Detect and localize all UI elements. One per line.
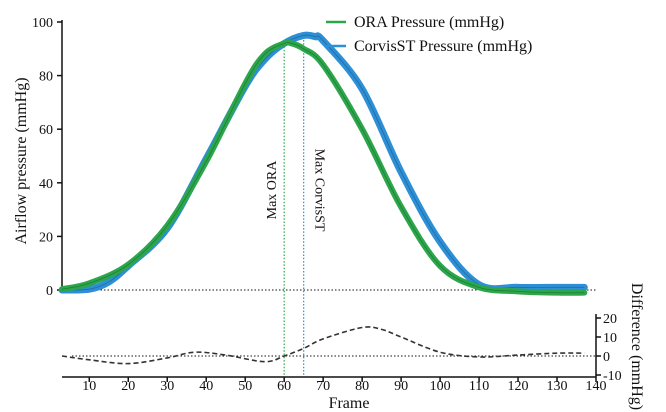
main-y-tick-label: 80 (39, 70, 53, 85)
main-plot: 0 20 40 60 80 100 Airflow pressure (mmHg) Max O… (13, 16, 596, 375)
diff-y-tick-label: 0 (603, 350, 610, 365)
max-marker-label: Max CorvisST (312, 149, 327, 232)
difference-plot: 10 20 30 40 50 60 70 80 90 100 110 120 130 140Frame-1… (61, 283, 645, 412)
main-y-tick-label: 20 (39, 230, 53, 245)
x-tick-label: 20 (121, 379, 135, 394)
x-tick-label: 40 (199, 379, 213, 394)
diff-y-tick-label: 20 (603, 312, 617, 327)
x-axis-title: Frame (329, 395, 370, 412)
x-tick-label: 120 (508, 379, 529, 394)
x-tick-label: 70 (316, 379, 330, 394)
x-tick-label: 90 (394, 379, 408, 394)
diff-y-tick-label: 10 (603, 331, 617, 346)
main-y-tick-label: 60 (39, 123, 53, 138)
x-tick-label: 50 (238, 379, 252, 394)
ora-series-core (61, 42, 585, 294)
x-tick-label: 130 (547, 379, 568, 394)
legend-label-ora: ORA Pressure (mmHg) (354, 14, 504, 31)
diff-y-axis-title: Difference (mmHg) (628, 283, 645, 410)
x-tick-label: 30 (160, 379, 174, 394)
x-tick-label: 100 (430, 379, 451, 394)
ora-series-line (59, 39, 588, 296)
main-y-axis-title: Airflow pressure (mmHg) (13, 77, 30, 244)
x-tick-label: 110 (469, 379, 489, 394)
legend-label-corvis: CorvisST Pressure (mmHg) (354, 38, 532, 55)
max-marker-label: Max ORA (265, 160, 280, 220)
diff-y-tick-label: -10 (603, 369, 622, 384)
difference-series-line (61, 326, 585, 365)
main-y-tick-label: 100 (32, 16, 53, 31)
x-tick-label: 80 (355, 379, 369, 394)
main-y-tick-label: 0 (46, 284, 53, 299)
legend: ORA Pressure (mmHg) CorvisST Pressure (mm… (326, 14, 532, 55)
x-tick-label: 140 (586, 379, 607, 394)
x-tick-label: 60 (277, 379, 291, 394)
x-tick-label: 10 (82, 379, 96, 394)
main-y-tick-label: 40 (39, 177, 53, 192)
